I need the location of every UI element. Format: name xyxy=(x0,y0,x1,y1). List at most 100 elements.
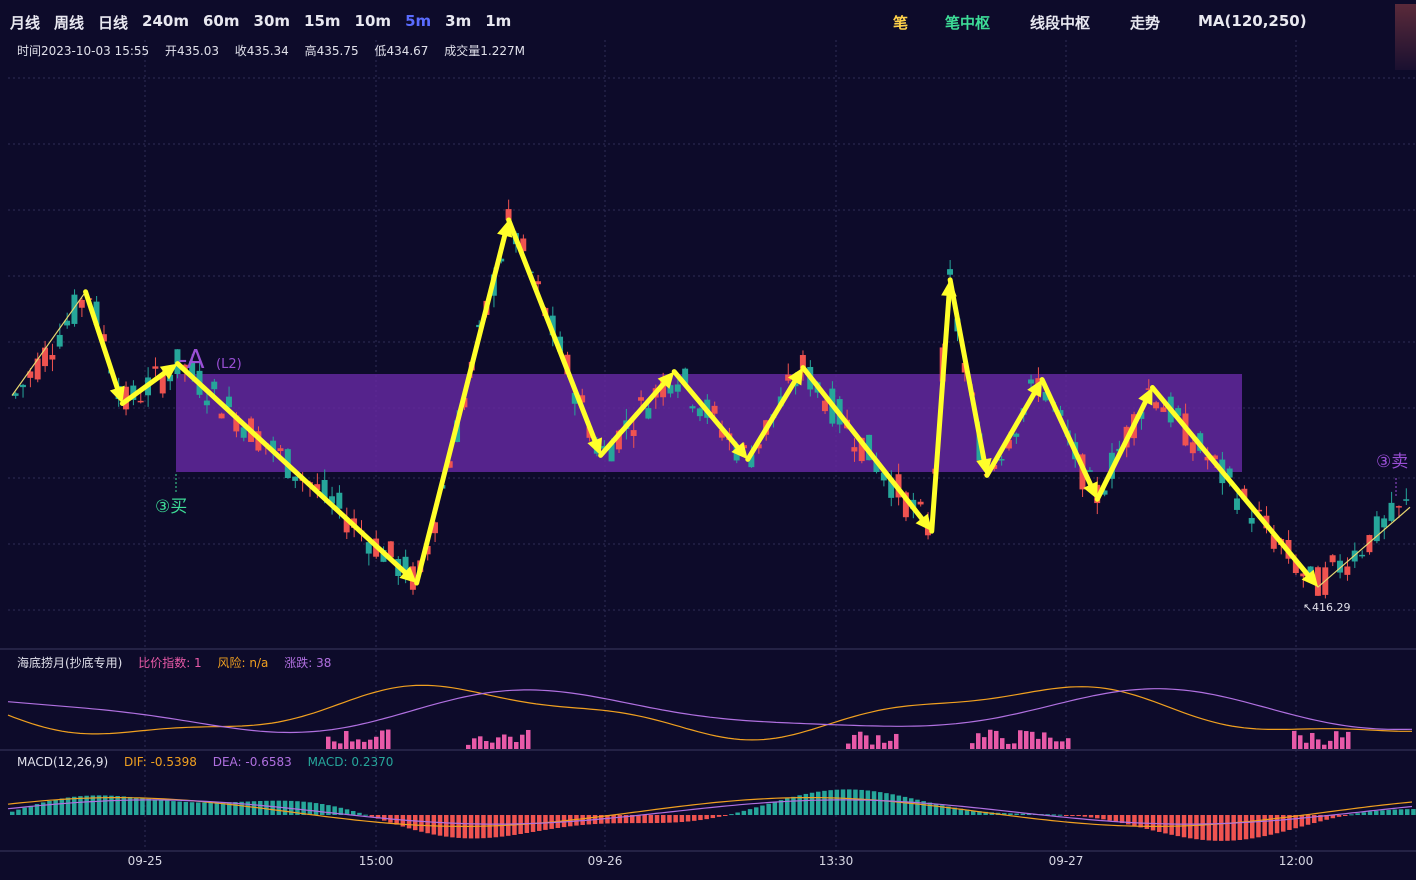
candle-body xyxy=(689,406,696,409)
candle-body xyxy=(1101,490,1108,495)
candle-body xyxy=(888,478,895,498)
period-240m[interactable]: 240m xyxy=(142,12,189,30)
x-tick-label: 13:30 xyxy=(818,854,854,868)
candle-body xyxy=(1027,379,1034,384)
candle xyxy=(917,499,924,507)
period-1m[interactable]: 1m xyxy=(485,12,512,30)
candle xyxy=(1395,505,1402,518)
candle-body xyxy=(1329,555,1336,563)
macd-bar xyxy=(834,789,840,815)
indicator1-header: 海底捞月(抄底专用) 比价指数: 1 风险: n/a 涨跌: 38 xyxy=(17,654,343,671)
macd-panel xyxy=(7,789,1416,841)
stroke-arrow-shaft xyxy=(947,277,988,468)
candle-body xyxy=(1256,509,1263,512)
candle xyxy=(1027,374,1034,390)
candle-body xyxy=(1292,559,1299,573)
stroke-arrow xyxy=(1039,377,1098,500)
candle-body xyxy=(225,396,232,408)
macd-name: MACD(12,26,9) xyxy=(17,755,109,769)
macd-bar xyxy=(1324,815,1329,820)
ohlc-info: 时间2023-10-03 15:55 开435.03 收435.34 高435.… xyxy=(17,42,537,59)
indicator1-bar xyxy=(478,736,483,749)
macd-bar xyxy=(72,796,77,815)
macd-bar xyxy=(239,801,244,815)
period-3m[interactable]: 3m xyxy=(445,12,472,30)
indicator1-bar xyxy=(326,736,331,749)
indicator1-bar xyxy=(1018,730,1023,749)
macd-bar xyxy=(276,800,282,815)
candle-body xyxy=(432,522,438,534)
stroke-arrow-shaft xyxy=(598,376,671,458)
macd-bar xyxy=(1057,814,1063,816)
indicator1-bar xyxy=(356,739,361,749)
macd-dea: DEA: -0.6583 xyxy=(212,755,292,769)
macd-bar xyxy=(65,797,71,815)
macd-bar xyxy=(47,800,52,815)
indicator1-bar xyxy=(1346,731,1351,749)
macd-bar xyxy=(766,803,771,815)
candle xyxy=(689,404,696,413)
indicator1-bar xyxy=(338,743,343,749)
candle xyxy=(785,363,792,384)
macd-bar xyxy=(574,815,579,826)
macd-bar xyxy=(437,815,443,836)
macd-bar xyxy=(896,795,902,815)
macd-bar xyxy=(605,815,610,824)
candle xyxy=(225,386,232,409)
indicator1-bar xyxy=(386,729,391,749)
candle xyxy=(630,420,637,448)
stroke-arrow xyxy=(83,289,125,404)
period-周线[interactable]: 周线 xyxy=(54,14,85,32)
stroke-arrow-head xyxy=(915,513,932,532)
indicator1-bar xyxy=(374,736,379,749)
mode-1[interactable]: 笔中枢 xyxy=(945,14,991,32)
macd-bar xyxy=(1299,815,1305,827)
candle-body xyxy=(711,405,718,414)
candle xyxy=(432,521,438,543)
stroke-arrow-head xyxy=(657,371,675,389)
indicator1-ratio: 比价指数: 1 xyxy=(138,656,202,670)
candle-body xyxy=(799,355,806,372)
period-30m[interactable]: 30m xyxy=(253,12,291,30)
macd-bar xyxy=(363,814,368,816)
candle-body xyxy=(851,447,858,452)
candle-body xyxy=(100,334,107,342)
period-5m[interactable]: 5m xyxy=(405,12,432,30)
candle-body xyxy=(167,374,174,382)
period-60m[interactable]: 60m xyxy=(203,12,240,30)
candle-body xyxy=(1395,506,1402,508)
period-月线[interactable]: 月线 xyxy=(10,14,41,32)
mode-2[interactable]: 线段中枢 xyxy=(1030,14,1091,32)
macd-bar xyxy=(320,804,325,815)
candle-body xyxy=(608,443,615,462)
macd-bar xyxy=(772,801,778,815)
mode-0[interactable]: 笔 xyxy=(893,14,909,32)
candle xyxy=(277,445,284,456)
macd-bar xyxy=(1398,809,1404,815)
macd-bar xyxy=(884,793,889,815)
period-15m[interactable]: 15m xyxy=(304,12,341,30)
candle-body xyxy=(328,496,335,504)
indicator1-bar xyxy=(1310,732,1315,749)
macd-bar xyxy=(803,793,809,815)
mode-4[interactable]: MA(120,250) xyxy=(1198,12,1307,30)
candle-body xyxy=(638,397,644,401)
indicator1-change: 涨跌: 38 xyxy=(284,656,332,670)
mode-3[interactable]: 走势 xyxy=(1130,14,1161,32)
period-10m[interactable]: 10m xyxy=(354,12,392,30)
stroke-arrow-shaft xyxy=(1149,385,1315,582)
candle-body xyxy=(535,281,541,285)
macd-bar xyxy=(332,806,337,815)
candle-body xyxy=(1226,468,1233,478)
stroke-arrow-head xyxy=(159,363,178,380)
candle-body xyxy=(1388,502,1395,521)
macd-bar xyxy=(946,806,951,815)
macd-bar xyxy=(1070,815,1075,816)
macd-bar xyxy=(295,801,300,815)
candle xyxy=(292,476,299,489)
candle xyxy=(1373,511,1380,544)
candle-body xyxy=(211,381,218,390)
macd-bar xyxy=(933,803,939,815)
period-日线[interactable]: 日线 xyxy=(98,14,129,32)
